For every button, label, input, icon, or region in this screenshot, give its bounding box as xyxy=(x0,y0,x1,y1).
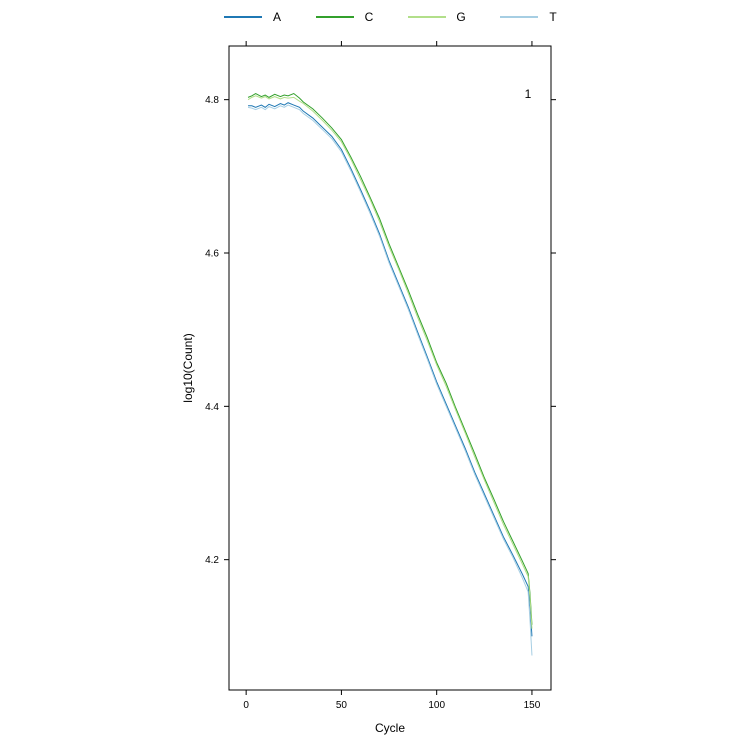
series-line-t xyxy=(247,104,533,656)
series-line-g xyxy=(247,95,533,629)
x-tick-label: 0 xyxy=(243,700,249,711)
legend-item-c: C xyxy=(316,10,374,24)
legend-label: C xyxy=(365,10,374,24)
series-layer xyxy=(247,92,533,656)
legend-item-a: A xyxy=(224,10,281,24)
legend-label: G xyxy=(456,10,465,24)
legend-label: A xyxy=(273,10,281,24)
x-tick-label: 150 xyxy=(524,700,541,711)
y-axis-title: log10(Count) xyxy=(181,333,195,402)
y-tick-label: 4.2 xyxy=(205,555,219,566)
legend-item-g: G xyxy=(408,10,466,24)
y-tick-label: 4.6 xyxy=(205,249,219,260)
x-tick-label: 50 xyxy=(336,700,348,711)
legend-label: T xyxy=(549,10,557,24)
series-line-c xyxy=(247,92,533,625)
x-axis-title: Cycle xyxy=(375,721,405,735)
series-line-a xyxy=(248,102,533,637)
panel-label: 1 xyxy=(525,87,532,101)
y-tick-label: 4.8 xyxy=(205,95,219,106)
plot-panel xyxy=(228,45,552,691)
y-tick-label: 4.4 xyxy=(205,402,219,413)
legend-item-t: T xyxy=(500,10,557,24)
axis-ticks: 0 50 100 150 4.2 4.4 4.6 4.8 xyxy=(205,41,556,711)
x-tick-label: 100 xyxy=(428,700,445,711)
